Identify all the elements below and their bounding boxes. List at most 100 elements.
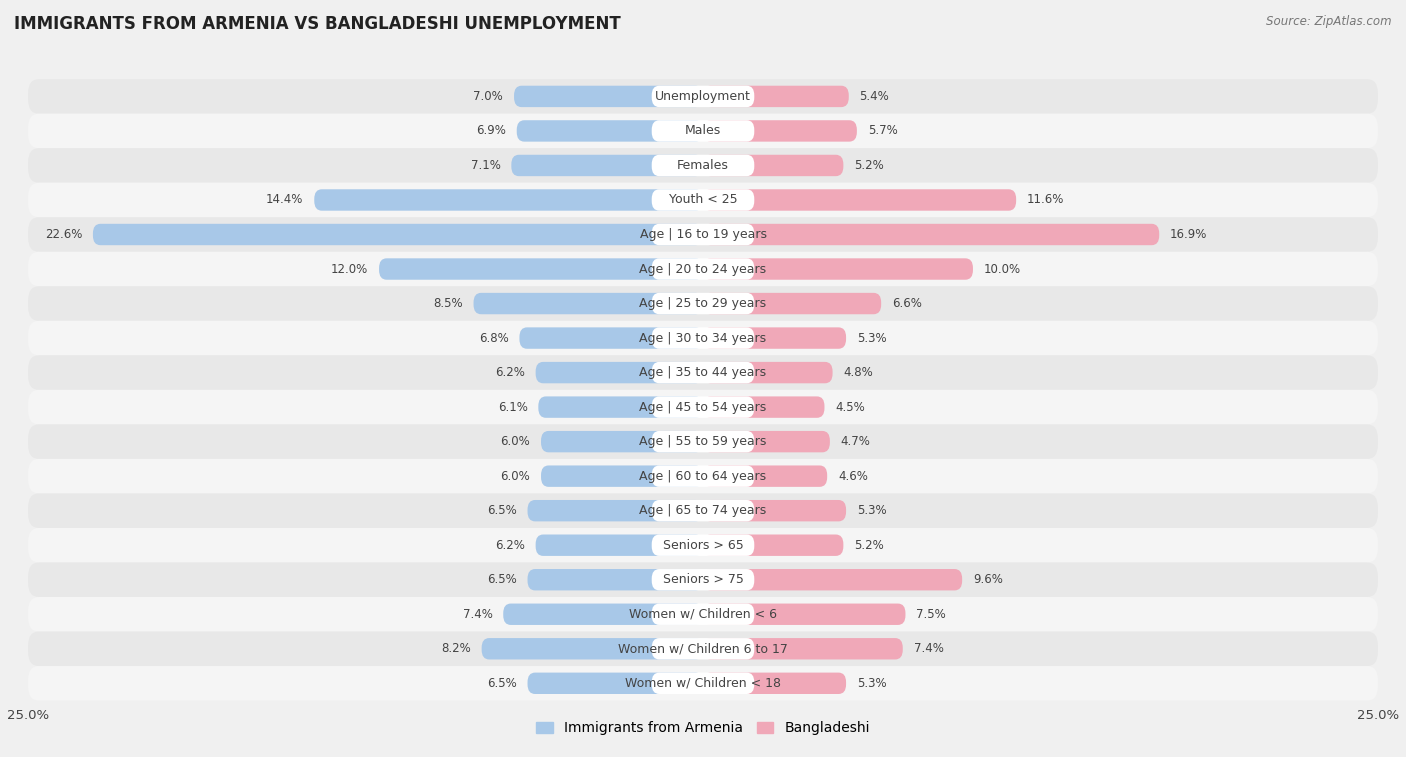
FancyBboxPatch shape (652, 86, 754, 107)
FancyBboxPatch shape (652, 673, 754, 694)
Text: 6.6%: 6.6% (891, 297, 922, 310)
Text: 7.4%: 7.4% (914, 642, 943, 656)
FancyBboxPatch shape (703, 189, 1017, 210)
Text: 7.0%: 7.0% (474, 90, 503, 103)
Text: 6.0%: 6.0% (501, 435, 530, 448)
FancyBboxPatch shape (703, 293, 882, 314)
FancyBboxPatch shape (703, 224, 1159, 245)
Text: 5.2%: 5.2% (855, 539, 884, 552)
Text: 4.6%: 4.6% (838, 469, 868, 483)
FancyBboxPatch shape (652, 534, 754, 556)
FancyBboxPatch shape (652, 466, 754, 487)
FancyBboxPatch shape (28, 355, 1378, 390)
Text: 14.4%: 14.4% (266, 194, 304, 207)
FancyBboxPatch shape (703, 258, 973, 280)
Text: 12.0%: 12.0% (330, 263, 368, 276)
Text: Males: Males (685, 124, 721, 138)
FancyBboxPatch shape (28, 562, 1378, 597)
Text: 7.4%: 7.4% (463, 608, 492, 621)
Text: 5.3%: 5.3% (856, 504, 887, 517)
Text: Age | 35 to 44 years: Age | 35 to 44 years (640, 366, 766, 379)
FancyBboxPatch shape (652, 258, 754, 280)
FancyBboxPatch shape (652, 431, 754, 453)
Text: 5.2%: 5.2% (855, 159, 884, 172)
FancyBboxPatch shape (380, 258, 703, 280)
FancyBboxPatch shape (28, 597, 1378, 631)
Legend: Immigrants from Armenia, Bangladeshi: Immigrants from Armenia, Bangladeshi (530, 716, 876, 741)
FancyBboxPatch shape (536, 534, 703, 556)
FancyBboxPatch shape (652, 638, 754, 659)
FancyBboxPatch shape (28, 114, 1378, 148)
FancyBboxPatch shape (541, 466, 703, 487)
FancyBboxPatch shape (28, 425, 1378, 459)
FancyBboxPatch shape (28, 252, 1378, 286)
FancyBboxPatch shape (703, 603, 905, 625)
Text: 7.1%: 7.1% (471, 159, 501, 172)
FancyBboxPatch shape (527, 673, 703, 694)
Text: Women w/ Children < 6: Women w/ Children < 6 (628, 608, 778, 621)
Text: Women w/ Children 6 to 17: Women w/ Children 6 to 17 (619, 642, 787, 656)
Text: 4.5%: 4.5% (835, 400, 865, 413)
Text: Age | 30 to 34 years: Age | 30 to 34 years (640, 332, 766, 344)
Text: 22.6%: 22.6% (45, 228, 82, 241)
Text: Age | 45 to 54 years: Age | 45 to 54 years (640, 400, 766, 413)
FancyBboxPatch shape (28, 182, 1378, 217)
FancyBboxPatch shape (28, 666, 1378, 700)
FancyBboxPatch shape (93, 224, 703, 245)
Text: Seniors > 65: Seniors > 65 (662, 539, 744, 552)
Text: 7.5%: 7.5% (917, 608, 946, 621)
FancyBboxPatch shape (503, 603, 703, 625)
FancyBboxPatch shape (541, 431, 703, 453)
FancyBboxPatch shape (652, 569, 754, 590)
FancyBboxPatch shape (517, 120, 703, 142)
Text: 10.0%: 10.0% (984, 263, 1021, 276)
FancyBboxPatch shape (652, 327, 754, 349)
Text: 8.5%: 8.5% (433, 297, 463, 310)
FancyBboxPatch shape (652, 189, 754, 210)
Text: 4.8%: 4.8% (844, 366, 873, 379)
FancyBboxPatch shape (652, 224, 754, 245)
Text: 6.5%: 6.5% (486, 573, 517, 586)
FancyBboxPatch shape (703, 534, 844, 556)
FancyBboxPatch shape (28, 79, 1378, 114)
Text: Age | 25 to 29 years: Age | 25 to 29 years (640, 297, 766, 310)
FancyBboxPatch shape (512, 154, 703, 176)
Text: 16.9%: 16.9% (1170, 228, 1208, 241)
FancyBboxPatch shape (703, 327, 846, 349)
FancyBboxPatch shape (652, 362, 754, 383)
Text: 6.1%: 6.1% (498, 400, 527, 413)
FancyBboxPatch shape (28, 631, 1378, 666)
FancyBboxPatch shape (703, 638, 903, 659)
Text: 6.2%: 6.2% (495, 539, 524, 552)
FancyBboxPatch shape (703, 431, 830, 453)
FancyBboxPatch shape (652, 397, 754, 418)
Text: 5.3%: 5.3% (856, 677, 887, 690)
FancyBboxPatch shape (28, 286, 1378, 321)
Text: 6.2%: 6.2% (495, 366, 524, 379)
FancyBboxPatch shape (474, 293, 703, 314)
Text: Age | 20 to 24 years: Age | 20 to 24 years (640, 263, 766, 276)
FancyBboxPatch shape (652, 120, 754, 142)
Text: 6.5%: 6.5% (486, 504, 517, 517)
FancyBboxPatch shape (28, 217, 1378, 252)
FancyBboxPatch shape (519, 327, 703, 349)
Text: 6.9%: 6.9% (477, 124, 506, 138)
FancyBboxPatch shape (703, 86, 849, 107)
FancyBboxPatch shape (28, 321, 1378, 355)
FancyBboxPatch shape (703, 362, 832, 383)
Text: Women w/ Children < 18: Women w/ Children < 18 (626, 677, 780, 690)
FancyBboxPatch shape (703, 154, 844, 176)
Text: 4.7%: 4.7% (841, 435, 870, 448)
FancyBboxPatch shape (28, 390, 1378, 425)
FancyBboxPatch shape (652, 500, 754, 522)
Text: Unemployment: Unemployment (655, 90, 751, 103)
Text: 6.5%: 6.5% (486, 677, 517, 690)
Text: IMMIGRANTS FROM ARMENIA VS BANGLADESHI UNEMPLOYMENT: IMMIGRANTS FROM ARMENIA VS BANGLADESHI U… (14, 15, 621, 33)
FancyBboxPatch shape (703, 466, 827, 487)
Text: Age | 65 to 74 years: Age | 65 to 74 years (640, 504, 766, 517)
Text: 11.6%: 11.6% (1026, 194, 1064, 207)
Text: Age | 16 to 19 years: Age | 16 to 19 years (640, 228, 766, 241)
Text: Age | 60 to 64 years: Age | 60 to 64 years (640, 469, 766, 483)
Text: 9.6%: 9.6% (973, 573, 1002, 586)
FancyBboxPatch shape (652, 154, 754, 176)
